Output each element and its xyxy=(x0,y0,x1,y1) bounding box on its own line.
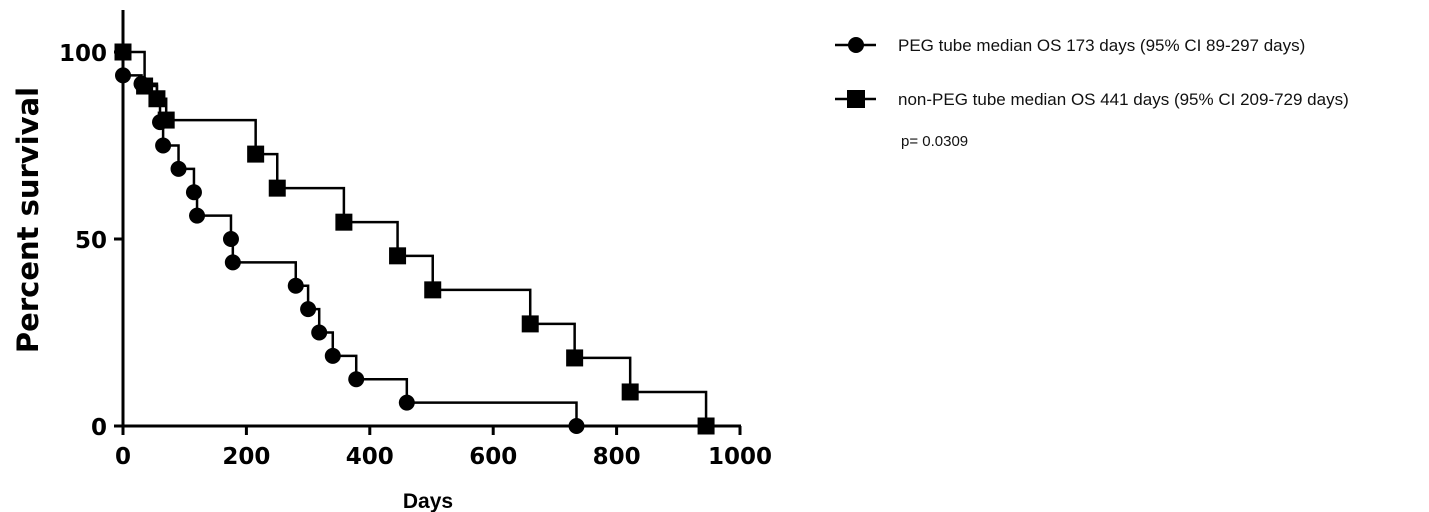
data-point-circle xyxy=(155,137,172,154)
data-point-square xyxy=(521,315,539,333)
x-tick-label: 200 xyxy=(222,444,270,470)
x-tick-label: 800 xyxy=(593,444,641,470)
data-point-circle xyxy=(115,67,131,84)
data-point-square xyxy=(566,349,584,367)
series-peg xyxy=(115,52,585,434)
data-point-square xyxy=(621,383,639,401)
data-point-circle xyxy=(324,347,341,364)
survival-step-line xyxy=(123,50,708,426)
data-point-square xyxy=(268,179,286,197)
x-tick-label: 1000 xyxy=(708,444,772,470)
data-point-circle xyxy=(568,418,585,434)
legend-label-peg: PEG tube median OS 173 days (95% CI 89-2… xyxy=(898,36,1305,55)
data-point-circle xyxy=(189,207,206,224)
p-value-annotation: p= 0.0309 xyxy=(901,133,968,150)
data-point-square xyxy=(389,247,407,265)
data-point-square xyxy=(157,111,175,129)
legend: PEG tube median OS 173 days (95% CI 89-2… xyxy=(835,36,1349,150)
legend-marker-circle xyxy=(848,37,864,53)
data-point-square xyxy=(148,90,166,108)
data-point-circle xyxy=(398,394,415,411)
y-tick-label: 100 xyxy=(59,41,107,67)
y-tick-label: 0 xyxy=(91,415,107,441)
series-non-peg xyxy=(114,43,715,435)
x-axis-label: Days xyxy=(403,490,453,512)
data-point-circle xyxy=(170,160,187,177)
data-point-circle xyxy=(287,277,304,294)
series-group xyxy=(114,43,715,435)
x-tick-label: 0 xyxy=(115,444,131,470)
legend-label-non-peg: non-PEG tube median OS 441 days (95% CI … xyxy=(898,90,1349,109)
data-point-circle xyxy=(224,254,241,271)
ticks: 0 200 400 600 800 1000 0 50 100 xyxy=(59,41,772,470)
data-point-circle xyxy=(185,184,202,201)
legend-marker-square xyxy=(847,90,865,108)
data-point-square xyxy=(114,43,132,61)
y-axis-label: Percent survival xyxy=(11,87,45,353)
data-point-circle xyxy=(348,371,365,388)
x-tick-label: 400 xyxy=(346,444,394,470)
y-tick-label: 50 xyxy=(75,228,107,254)
data-point-square xyxy=(247,145,265,163)
x-tick-label: 600 xyxy=(469,444,517,470)
data-point-circle xyxy=(311,324,328,341)
survival-step-line xyxy=(121,52,578,426)
data-point-square xyxy=(424,281,442,299)
data-point-square xyxy=(335,213,353,231)
data-point-circle xyxy=(300,301,317,318)
data-point-square xyxy=(697,417,715,435)
axes xyxy=(121,10,741,428)
data-point-circle xyxy=(222,231,239,247)
